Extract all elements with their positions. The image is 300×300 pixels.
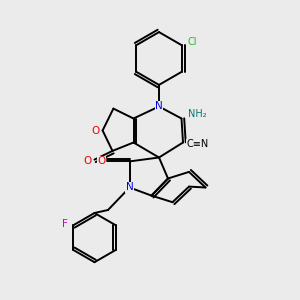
Text: NH₂: NH₂ [188, 109, 206, 119]
Text: C≡N: C≡N [187, 139, 209, 149]
Text: F: F [62, 219, 68, 229]
Text: O: O [84, 156, 92, 166]
Text: O: O [97, 156, 106, 167]
Text: N: N [126, 182, 134, 193]
Text: Cl: Cl [188, 37, 197, 47]
Text: N: N [155, 101, 163, 112]
Text: O: O [92, 125, 100, 136]
